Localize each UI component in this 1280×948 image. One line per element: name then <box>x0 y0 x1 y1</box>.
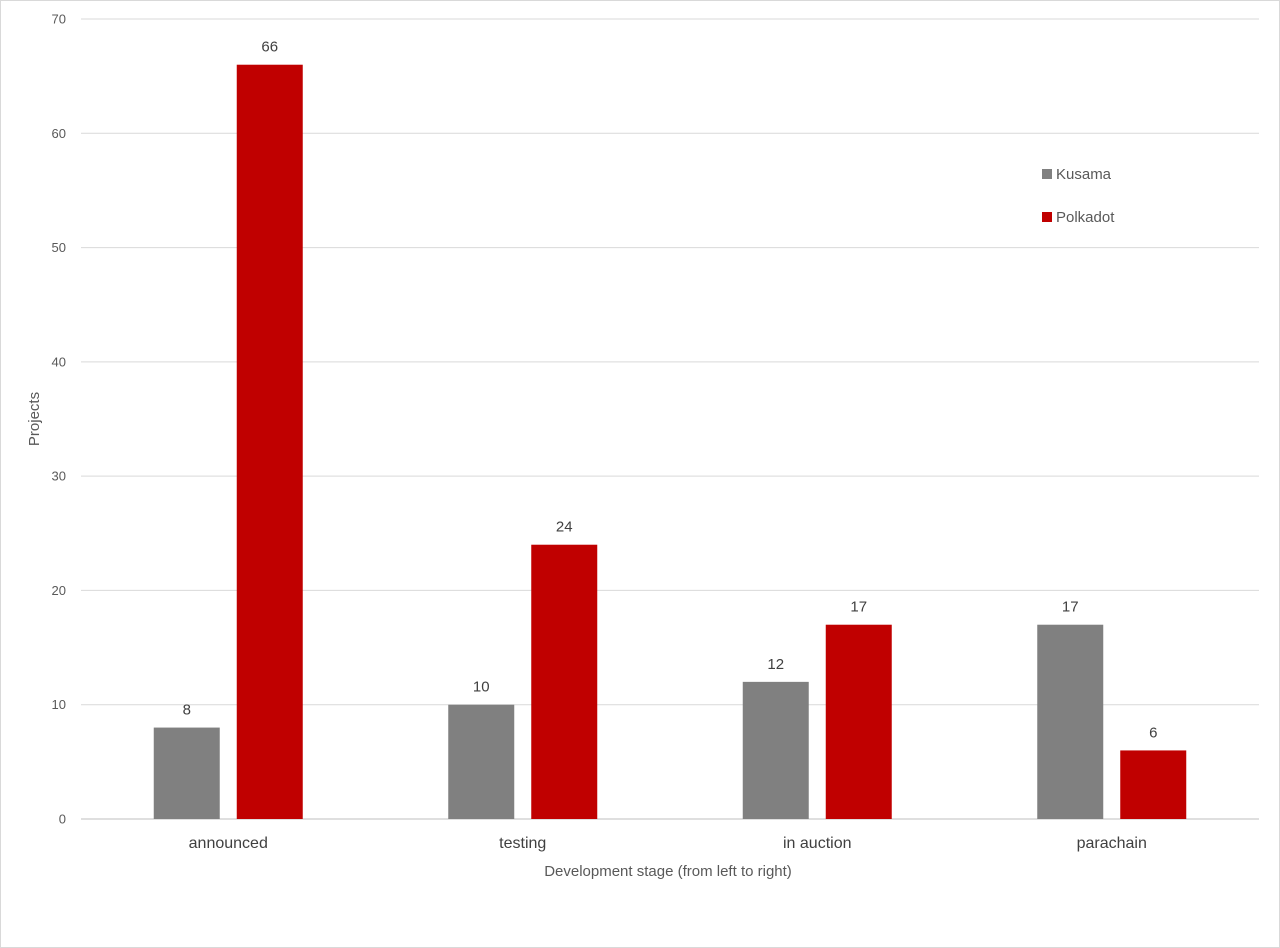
bar-kusama-parachain <box>1037 624 1104 819</box>
y-tick-label: 0 <box>59 812 66 827</box>
data-label: 12 <box>767 656 784 673</box>
y-axis-ticks: 0 10 20 30 40 50 60 70 <box>52 12 66 827</box>
legend: Kusama Polkadot <box>1042 166 1115 226</box>
x-axis-title: Development stage (from left to right) <box>544 863 792 880</box>
y-tick-label: 30 <box>52 469 66 484</box>
legend-swatch-polkadot <box>1042 212 1052 222</box>
y-tick-label: 70 <box>52 12 66 27</box>
data-label: 10 <box>473 679 490 696</box>
y-tick-label: 40 <box>52 354 66 369</box>
bar-polkadot-announced <box>236 64 303 819</box>
data-label: 24 <box>556 519 573 536</box>
legend-label-kusama: Kusama <box>1056 166 1112 183</box>
y-tick-label: 60 <box>52 126 66 141</box>
x-category-label: testing <box>499 835 546 852</box>
bar-kusama-announced <box>153 727 220 819</box>
data-label: 8 <box>183 702 191 719</box>
legend-swatch-kusama <box>1042 169 1052 179</box>
legend-label-polkadot: Polkadot <box>1056 209 1115 226</box>
data-label: 17 <box>1062 599 1079 616</box>
bar-polkadot-testing <box>531 544 598 819</box>
data-label: 66 <box>261 39 278 56</box>
x-category-label: in auction <box>783 835 852 852</box>
bar-polkadot-parachain <box>1120 750 1187 819</box>
bar-polkadot-in-auction <box>825 624 892 819</box>
x-axis-categories: announced testing in auction parachain <box>189 835 1147 852</box>
bars <box>153 64 1187 819</box>
y-axis-title: Projects <box>26 392 43 446</box>
x-category-label: announced <box>189 835 268 852</box>
y-tick-label: 10 <box>52 697 66 712</box>
data-label: 6 <box>1149 724 1157 741</box>
y-tick-label: 50 <box>52 240 66 255</box>
bar-kusama-testing <box>448 704 515 819</box>
data-labels: 8 66 10 24 12 17 17 6 <box>183 39 1158 742</box>
data-label: 17 <box>850 599 867 616</box>
y-tick-label: 20 <box>52 583 66 598</box>
bar-kusama-in-auction <box>742 681 809 819</box>
x-category-label: parachain <box>1077 835 1147 852</box>
